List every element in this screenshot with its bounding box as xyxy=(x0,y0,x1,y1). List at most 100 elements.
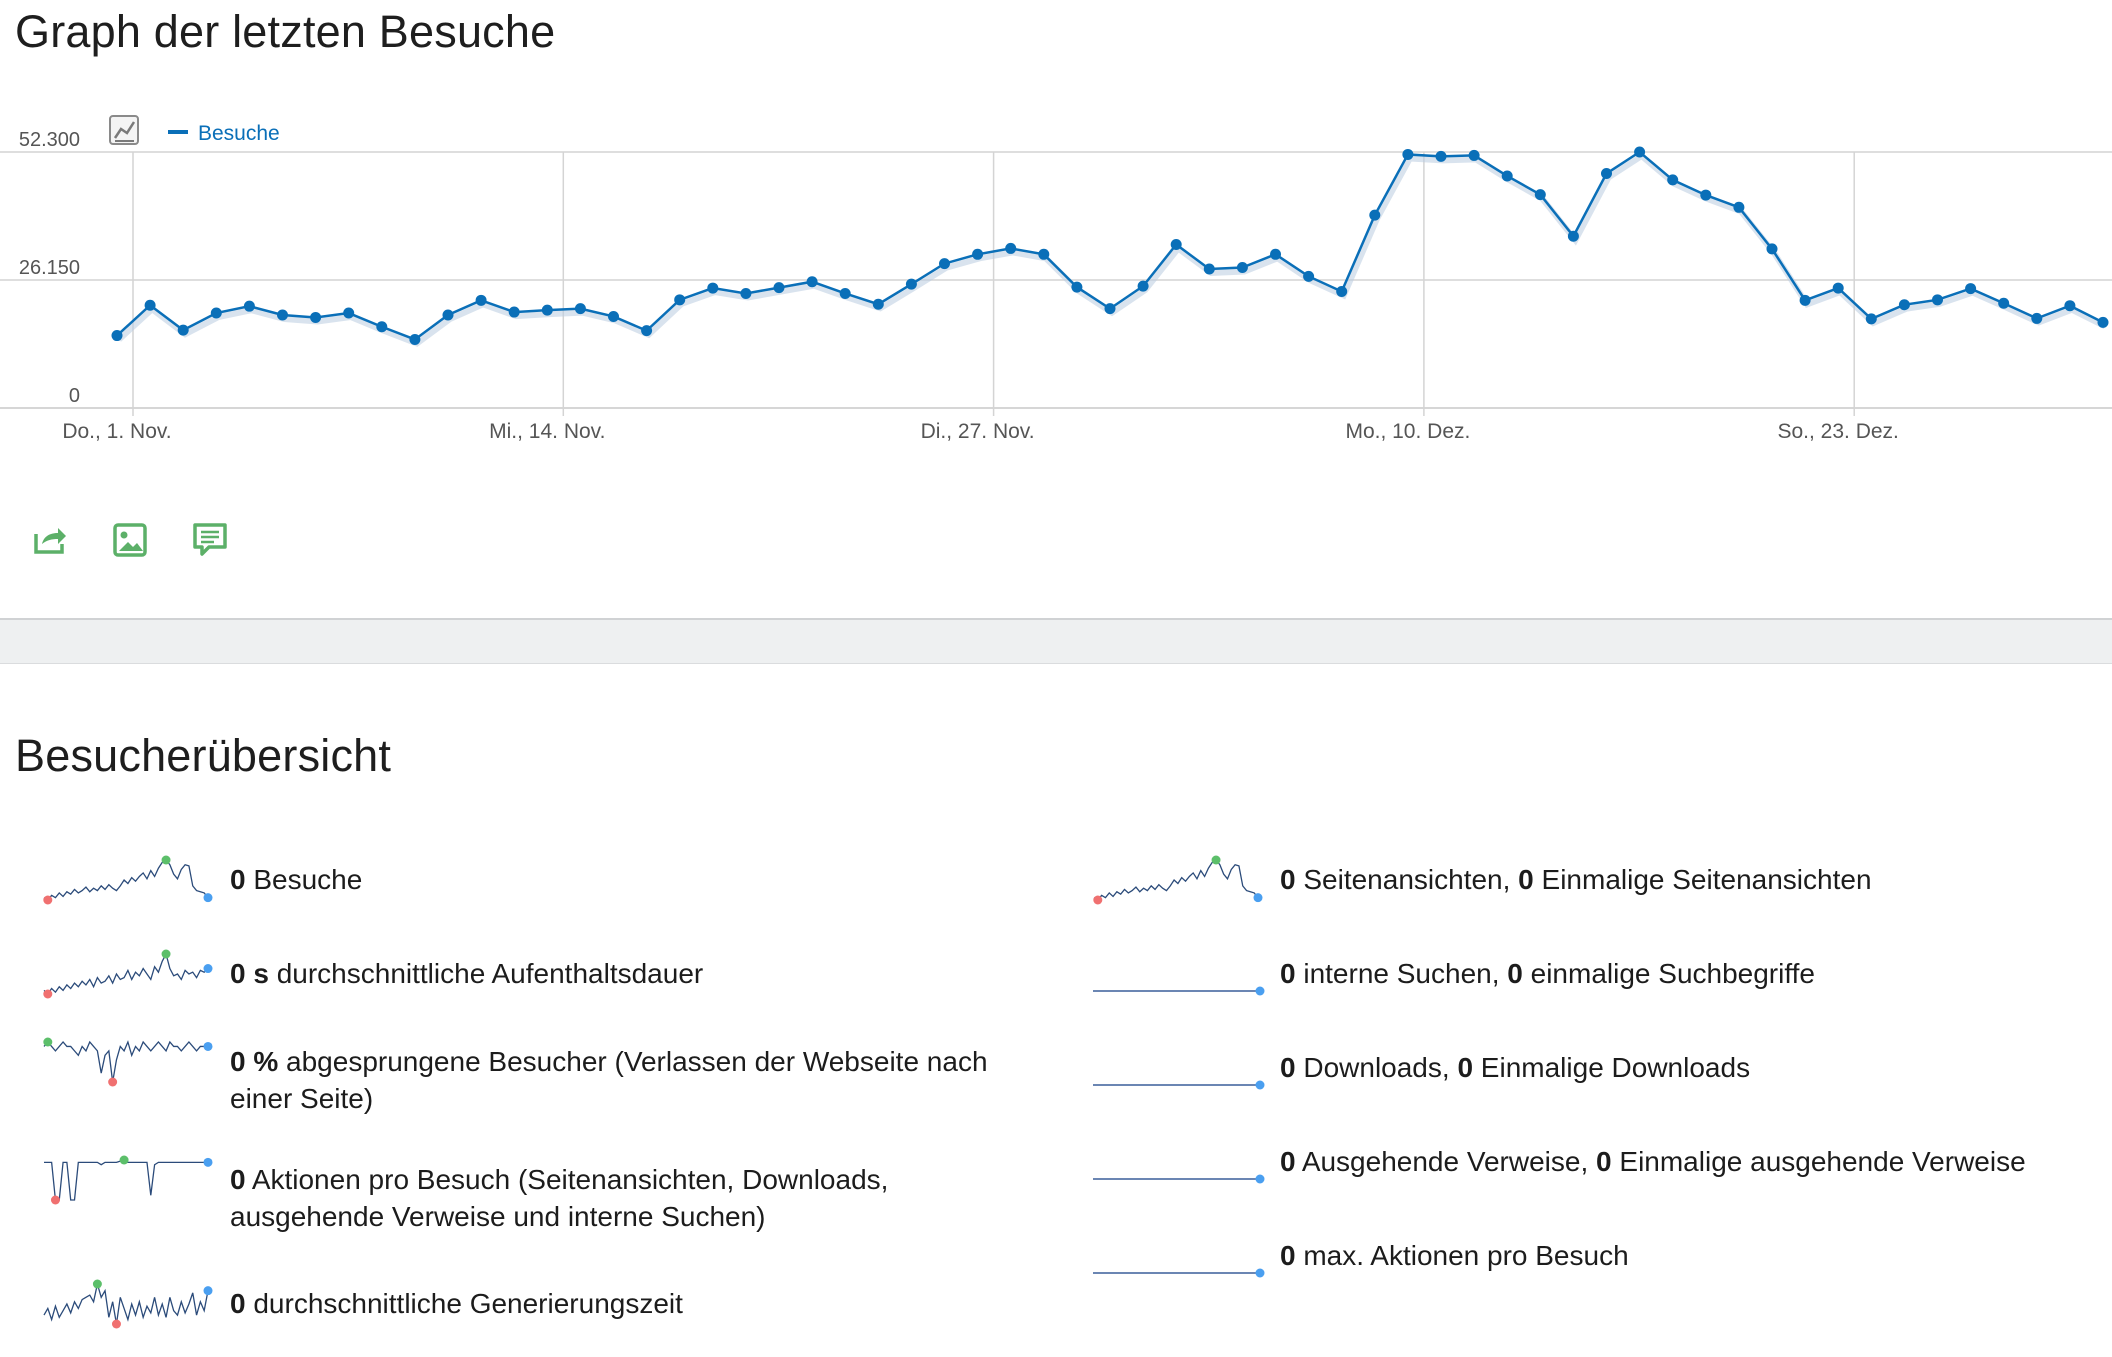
sparkline[interactable] xyxy=(1090,947,1266,999)
sparkline-max-point xyxy=(119,1155,129,1165)
sparkline[interactable] xyxy=(40,1153,216,1205)
annotation-icon[interactable] xyxy=(190,520,230,560)
data-point[interactable] xyxy=(1700,189,1712,201)
data-point[interactable] xyxy=(2064,300,2076,312)
metric-value: 0 xyxy=(1507,958,1523,989)
sparkline-last-point xyxy=(1255,1268,1265,1278)
data-point[interactable] xyxy=(1998,297,2010,309)
data-point[interactable] xyxy=(310,311,322,323)
data-point[interactable] xyxy=(1634,146,1646,158)
metric-row: 0 Aktionen pro Besuch (Seitenansichten, … xyxy=(40,1155,888,1235)
data-point[interactable] xyxy=(574,303,586,315)
data-point[interactable] xyxy=(144,299,156,311)
sparkline[interactable] xyxy=(40,853,216,905)
sparkline[interactable] xyxy=(1090,1041,1266,1093)
sparkline[interactable] xyxy=(1090,1229,1266,1281)
data-point[interactable] xyxy=(277,309,288,321)
data-point[interactable] xyxy=(740,287,752,299)
data-point[interactable] xyxy=(1038,248,1050,260)
data-point[interactable] xyxy=(972,248,984,260)
sparkline[interactable] xyxy=(40,947,216,999)
sparkline[interactable] xyxy=(40,1277,216,1329)
data-point[interactable] xyxy=(541,304,553,316)
data-point[interactable] xyxy=(1203,263,1215,275)
data-point[interactable] xyxy=(1799,294,1811,306)
metric-row: 0 Seitenansichten, 0 Einmalige Seitenans… xyxy=(1090,855,1872,905)
data-point[interactable] xyxy=(707,282,719,294)
data-point[interactable] xyxy=(343,307,355,319)
legend[interactable]: Besuche xyxy=(168,122,280,145)
data-point[interactable] xyxy=(2031,312,2043,324)
data-point[interactable] xyxy=(111,330,123,342)
sparkline-max-point xyxy=(161,949,171,959)
data-point[interactable] xyxy=(1932,294,1943,306)
chart-type-icon[interactable] xyxy=(109,115,139,145)
metric-label: Einmalige Downloads xyxy=(1473,1052,1751,1083)
data-point[interactable] xyxy=(2097,316,2109,328)
metric-row: 0 interne Suchen, 0 einmalige Suchbegrif… xyxy=(1090,955,1815,999)
data-point[interactable] xyxy=(1567,230,1579,242)
sparkline[interactable] xyxy=(40,1035,216,1087)
metric-value: 0 % xyxy=(230,1046,279,1077)
sparkline-max-point xyxy=(43,1037,53,1047)
x-tick-label: So., 23. Dez. xyxy=(1777,420,1898,443)
metric-text: 0 % abgesprungene Besucher (Verlassen de… xyxy=(230,1043,988,1117)
graph-title: Graph der letzten Besuche xyxy=(15,6,556,57)
data-point[interactable] xyxy=(806,276,818,288)
data-point[interactable] xyxy=(508,306,520,318)
data-point[interactable] xyxy=(1435,150,1447,162)
data-point[interactable] xyxy=(608,310,619,322)
sparkline[interactable] xyxy=(1090,853,1266,905)
data-point[interactable] xyxy=(1832,282,1844,294)
data-point[interactable] xyxy=(1865,313,1877,325)
data-point[interactable] xyxy=(1104,303,1116,315)
data-point[interactable] xyxy=(939,258,950,270)
data-point[interactable] xyxy=(1667,174,1679,186)
data-point[interactable] xyxy=(1601,168,1612,180)
image-icon[interactable] xyxy=(110,520,150,560)
metric-row: 0 max. Aktionen pro Besuch xyxy=(1090,1237,1629,1281)
sparkline-last-point xyxy=(203,1041,213,1051)
data-point[interactable] xyxy=(376,321,388,333)
data-point[interactable] xyxy=(1501,170,1513,182)
data-point[interactable] xyxy=(210,307,222,319)
sparkline[interactable] xyxy=(1090,1135,1266,1187)
data-point[interactable] xyxy=(872,298,884,310)
data-point[interactable] xyxy=(839,287,851,299)
data-point[interactable] xyxy=(442,309,454,321)
metric-value: 0 xyxy=(1280,1052,1296,1083)
export-icon[interactable] xyxy=(30,520,70,560)
data-point[interactable] xyxy=(1733,201,1745,213)
data-point[interactable] xyxy=(1270,248,1281,260)
data-point[interactable] xyxy=(409,333,421,345)
data-point[interactable] xyxy=(1468,149,1480,161)
data-point[interactable] xyxy=(1071,281,1083,293)
data-point[interactable] xyxy=(1170,239,1182,251)
data-point[interactable] xyxy=(1534,189,1546,201)
data-point[interactable] xyxy=(243,300,255,312)
data-point[interactable] xyxy=(641,325,653,337)
data-point[interactable] xyxy=(177,324,189,336)
data-point[interactable] xyxy=(1402,148,1414,160)
data-point[interactable] xyxy=(1005,242,1017,254)
data-point[interactable] xyxy=(1369,209,1381,221)
data-point[interactable] xyxy=(1137,280,1149,292)
metric-row: 0 Ausgehende Verweise, 0 Einmalige ausge… xyxy=(1090,1143,2026,1187)
data-point[interactable] xyxy=(1236,262,1248,274)
metric-label: abgesprungene Besucher (Verlassen der We… xyxy=(278,1046,988,1077)
metric-label: Ausgehende Verweise, xyxy=(1295,1146,1597,1177)
metric-text: 0 max. Aktionen pro Besuch xyxy=(1280,1237,1629,1274)
sparkline-last-point xyxy=(1255,1080,1265,1090)
sparkline-max-point xyxy=(161,855,171,865)
data-point[interactable] xyxy=(773,282,785,294)
data-point[interactable] xyxy=(905,278,917,290)
data-point[interactable] xyxy=(1766,243,1778,255)
metric-value: 0 xyxy=(230,1288,246,1319)
data-point[interactable] xyxy=(1965,283,1977,295)
data-point[interactable] xyxy=(1303,270,1315,282)
sparkline-last-point xyxy=(203,1157,213,1167)
data-point[interactable] xyxy=(1336,286,1348,298)
data-point[interactable] xyxy=(674,294,686,306)
data-point[interactable] xyxy=(475,294,487,306)
data-point[interactable] xyxy=(1898,299,1910,311)
